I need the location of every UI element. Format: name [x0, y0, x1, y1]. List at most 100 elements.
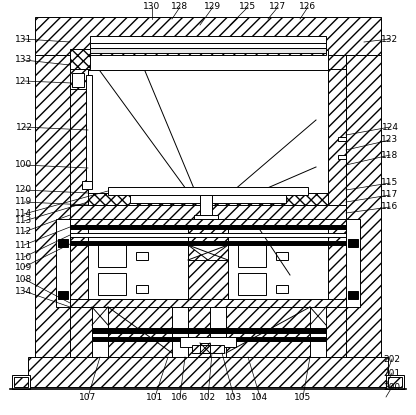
Bar [70, 299, 346, 307]
Bar [70, 307, 346, 357]
Bar [90, 48, 326, 53]
Text: 129: 129 [204, 2, 222, 12]
Bar [90, 36, 326, 43]
Text: 127: 127 [270, 2, 287, 12]
Text: 125: 125 [240, 2, 257, 12]
Text: 115: 115 [381, 178, 399, 188]
Text: 106: 106 [171, 393, 188, 401]
Bar [70, 241, 346, 245]
Bar [88, 225, 188, 299]
Bar [276, 252, 288, 260]
Bar [228, 225, 328, 299]
Bar [188, 225, 228, 299]
Text: 105: 105 [295, 393, 312, 401]
Text: 102: 102 [199, 393, 217, 401]
Text: 103: 103 [225, 393, 243, 401]
Text: 111: 111 [15, 241, 32, 249]
Bar [35, 17, 381, 55]
Bar [386, 375, 404, 389]
Bar [92, 328, 326, 333]
Bar [180, 337, 236, 347]
Bar [98, 245, 126, 267]
Bar [338, 155, 346, 159]
Text: 201: 201 [384, 369, 401, 378]
Bar [338, 137, 346, 141]
Text: 128: 128 [171, 2, 188, 12]
Bar [310, 307, 326, 357]
Bar [388, 377, 402, 387]
Polygon shape [188, 245, 228, 260]
Text: 110: 110 [15, 252, 32, 261]
Bar [70, 55, 88, 357]
Text: 117: 117 [381, 190, 399, 200]
Text: 116: 116 [381, 203, 399, 212]
Bar [210, 307, 226, 357]
Bar [58, 239, 68, 247]
Text: 107: 107 [79, 393, 97, 401]
Text: 131: 131 [15, 34, 32, 44]
Text: 120: 120 [15, 186, 32, 195]
Text: 101: 101 [146, 393, 163, 401]
Text: 123: 123 [381, 136, 399, 144]
Bar [346, 219, 360, 307]
Bar [328, 55, 346, 357]
Bar [194, 215, 218, 219]
Bar [56, 219, 70, 307]
Text: 121: 121 [15, 76, 32, 85]
Bar [90, 43, 326, 48]
Text: 114: 114 [15, 210, 32, 219]
Bar [136, 285, 148, 293]
Text: 134: 134 [15, 286, 32, 295]
Bar [70, 49, 90, 69]
Bar [92, 337, 326, 341]
Bar [328, 69, 346, 217]
Text: 133: 133 [15, 56, 32, 64]
Bar [238, 245, 266, 267]
Text: 119: 119 [15, 198, 32, 207]
Text: 132: 132 [381, 34, 399, 44]
Text: 109: 109 [15, 263, 32, 271]
Bar [28, 357, 388, 387]
Bar [98, 273, 126, 295]
Bar [92, 307, 108, 357]
Bar [70, 225, 346, 229]
Bar [192, 345, 224, 353]
Text: 126: 126 [300, 2, 317, 12]
Bar [70, 69, 88, 89]
Bar [70, 205, 346, 219]
Text: 124: 124 [381, 122, 399, 132]
Bar [348, 291, 358, 299]
Bar [346, 55, 381, 357]
Bar [200, 195, 212, 217]
Bar [12, 375, 30, 389]
Text: 122: 122 [15, 122, 32, 132]
Text: 202: 202 [384, 354, 401, 364]
Bar [70, 233, 346, 237]
Text: 112: 112 [15, 227, 32, 237]
Text: 118: 118 [381, 151, 399, 159]
Bar [58, 291, 68, 299]
Bar [200, 343, 210, 353]
Bar [86, 75, 92, 185]
Bar [130, 195, 286, 203]
Bar [70, 219, 346, 307]
Text: 200: 200 [384, 383, 401, 391]
Bar [348, 239, 358, 247]
Bar [35, 55, 70, 357]
Bar [238, 273, 266, 295]
Text: 130: 130 [144, 2, 161, 12]
Bar [88, 50, 328, 70]
Text: 104: 104 [251, 393, 269, 401]
Text: 100: 100 [15, 161, 32, 169]
Text: 108: 108 [15, 274, 32, 283]
Bar [72, 73, 84, 87]
Bar [88, 69, 328, 217]
Bar [88, 193, 328, 205]
Bar [14, 377, 28, 387]
Text: 113: 113 [15, 217, 32, 225]
Bar [172, 307, 188, 357]
Bar [108, 187, 308, 195]
Bar [136, 252, 148, 260]
Bar [82, 181, 92, 189]
Bar [276, 285, 288, 293]
